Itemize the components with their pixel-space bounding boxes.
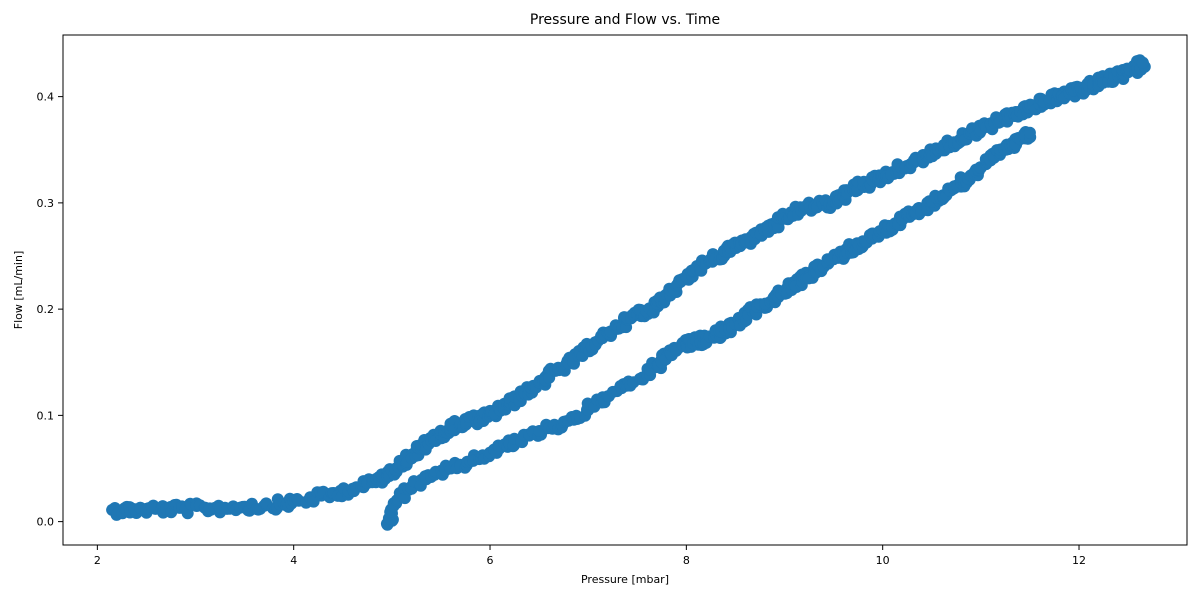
x-tick-label: 8 xyxy=(683,554,690,567)
x-tick-label: 4 xyxy=(290,554,297,567)
data-point xyxy=(1023,126,1036,139)
plot-frame xyxy=(62,34,1188,546)
y-tick-label: 0.4 xyxy=(37,91,55,104)
y-tick-label: 0.1 xyxy=(37,409,55,422)
y-tick-label: 0.3 xyxy=(37,197,55,210)
x-tick-label: 2 xyxy=(94,554,101,567)
x-tick-label: 6 xyxy=(487,554,494,567)
y-tick-label: 0.2 xyxy=(37,303,55,316)
chart-title: Pressure and Flow vs. Time xyxy=(530,12,720,28)
data-point xyxy=(772,221,785,234)
y-axis-label: Flow [mL/min] xyxy=(12,251,25,329)
x-axis-ticks: 2 4 6 8 10 12 xyxy=(94,545,1086,567)
x-tick-label: 10 xyxy=(876,554,890,567)
y-tick-label: 0.0 xyxy=(37,516,55,529)
x-tick-label: 12 xyxy=(1072,554,1086,567)
data-point xyxy=(1136,56,1149,69)
y-axis-ticks: 0.0 0.1 0.2 0.3 0.4 xyxy=(37,91,63,529)
scatter-points xyxy=(106,54,1151,531)
x-axis-label: Pressure [mbar] xyxy=(581,573,669,586)
